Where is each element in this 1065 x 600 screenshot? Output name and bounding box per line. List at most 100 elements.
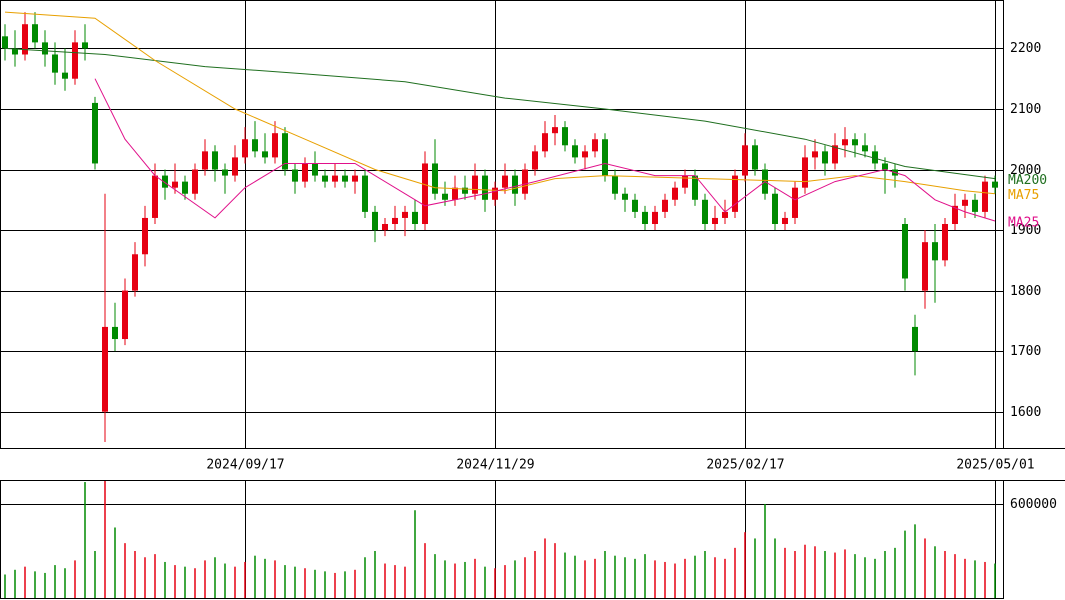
candle-body — [632, 199, 638, 212]
volume-bar — [594, 558, 596, 598]
candle-body — [602, 139, 608, 176]
volume-bar — [214, 557, 216, 598]
volume-bar — [244, 561, 246, 598]
legend-label: MA25 — [1008, 215, 1039, 230]
ma-line — [4, 47, 996, 180]
candle-body — [122, 290, 128, 340]
volume-bar — [114, 527, 116, 598]
candle-body — [582, 151, 588, 158]
volume-bar — [914, 524, 916, 598]
candle-body — [242, 139, 248, 158]
y-tick-label: 1800 — [1010, 284, 1041, 299]
candle-body — [222, 169, 228, 176]
candle-body — [212, 151, 218, 170]
candle-body — [732, 175, 738, 212]
volume-bar — [744, 532, 746, 598]
volume-bar — [584, 560, 586, 598]
y-tick-label: 600000 — [1010, 497, 1057, 512]
candle-body — [82, 42, 88, 49]
volume-bar — [444, 560, 446, 598]
candle-body — [152, 175, 158, 218]
candle-body — [502, 175, 508, 188]
candle-body — [12, 48, 18, 55]
y-tick-label: 1700 — [1010, 344, 1041, 359]
volume-bar — [514, 560, 516, 598]
volume-bar — [304, 568, 306, 598]
volume-bar — [984, 561, 986, 598]
volume-bar — [14, 569, 16, 598]
volume-bar — [64, 568, 66, 598]
volume-bar — [864, 557, 866, 598]
volume-bar — [154, 554, 156, 598]
candle-body — [972, 199, 978, 212]
candle-body — [472, 175, 478, 194]
candle-body — [612, 175, 618, 194]
volume-bar — [314, 569, 316, 598]
candle-body — [92, 102, 98, 164]
volume-bar — [464, 561, 466, 598]
volume-bar — [424, 543, 426, 598]
volume-bar — [564, 552, 566, 598]
volume-panel — [0, 480, 1004, 599]
candle-body — [952, 205, 958, 224]
volume-bar — [204, 560, 206, 598]
candle-body — [852, 139, 858, 146]
candle-body — [912, 326, 918, 352]
candle-body — [232, 157, 238, 176]
volume-bar — [874, 558, 876, 598]
volume-bar — [294, 566, 296, 598]
volume-bar — [644, 554, 646, 598]
candle-body — [332, 175, 338, 182]
volume-bar — [804, 544, 806, 598]
y-tick-label: 2000 — [1010, 163, 1041, 178]
x-tick-label: 2025/02/17 — [706, 458, 784, 473]
volume-bar — [134, 550, 136, 598]
candle-body — [62, 72, 68, 79]
candle-body — [442, 193, 448, 200]
volume-bar — [544, 538, 546, 598]
candle-body — [842, 139, 848, 146]
volume-bar — [624, 557, 626, 598]
y-tick-label: 2200 — [1010, 41, 1041, 56]
volume-bar — [904, 530, 906, 598]
volume-bar — [994, 563, 996, 598]
x-tick-label: 2025/05/01 — [956, 458, 1034, 473]
candle-body — [742, 145, 748, 176]
candle-body — [52, 54, 58, 73]
candle-body — [382, 224, 388, 231]
candle-body — [72, 42, 78, 79]
volume-bar — [404, 566, 406, 598]
candle-body — [642, 211, 648, 224]
candle-body — [962, 199, 968, 206]
candle-body — [22, 24, 28, 55]
candle-body — [342, 175, 348, 182]
candle-body — [182, 181, 188, 194]
candle-body — [462, 187, 468, 194]
volume-bar — [124, 543, 126, 598]
candle-body — [32, 24, 38, 43]
volume-bar — [964, 558, 966, 598]
volume-bar — [674, 563, 676, 598]
volume-bar — [284, 565, 286, 598]
volume-bar — [374, 550, 376, 598]
candle-body — [902, 224, 908, 279]
volume-bar — [924, 538, 926, 598]
volume-bar — [554, 543, 556, 598]
candle-body — [882, 163, 888, 170]
candle-body — [532, 151, 538, 170]
candle-body — [2, 36, 8, 49]
ma-line — [94, 78, 996, 222]
candle-body — [492, 187, 498, 200]
candle-body — [772, 193, 778, 224]
candle-body — [112, 326, 118, 340]
volume-bar — [24, 566, 26, 598]
volume-bar — [894, 547, 896, 598]
candle-body — [822, 151, 828, 164]
volume-bar — [954, 554, 956, 598]
volume-bar — [234, 566, 236, 598]
volume-bar — [184, 566, 186, 598]
candle-body — [552, 127, 558, 134]
volume-bar — [834, 552, 836, 598]
candle-body — [302, 163, 308, 182]
